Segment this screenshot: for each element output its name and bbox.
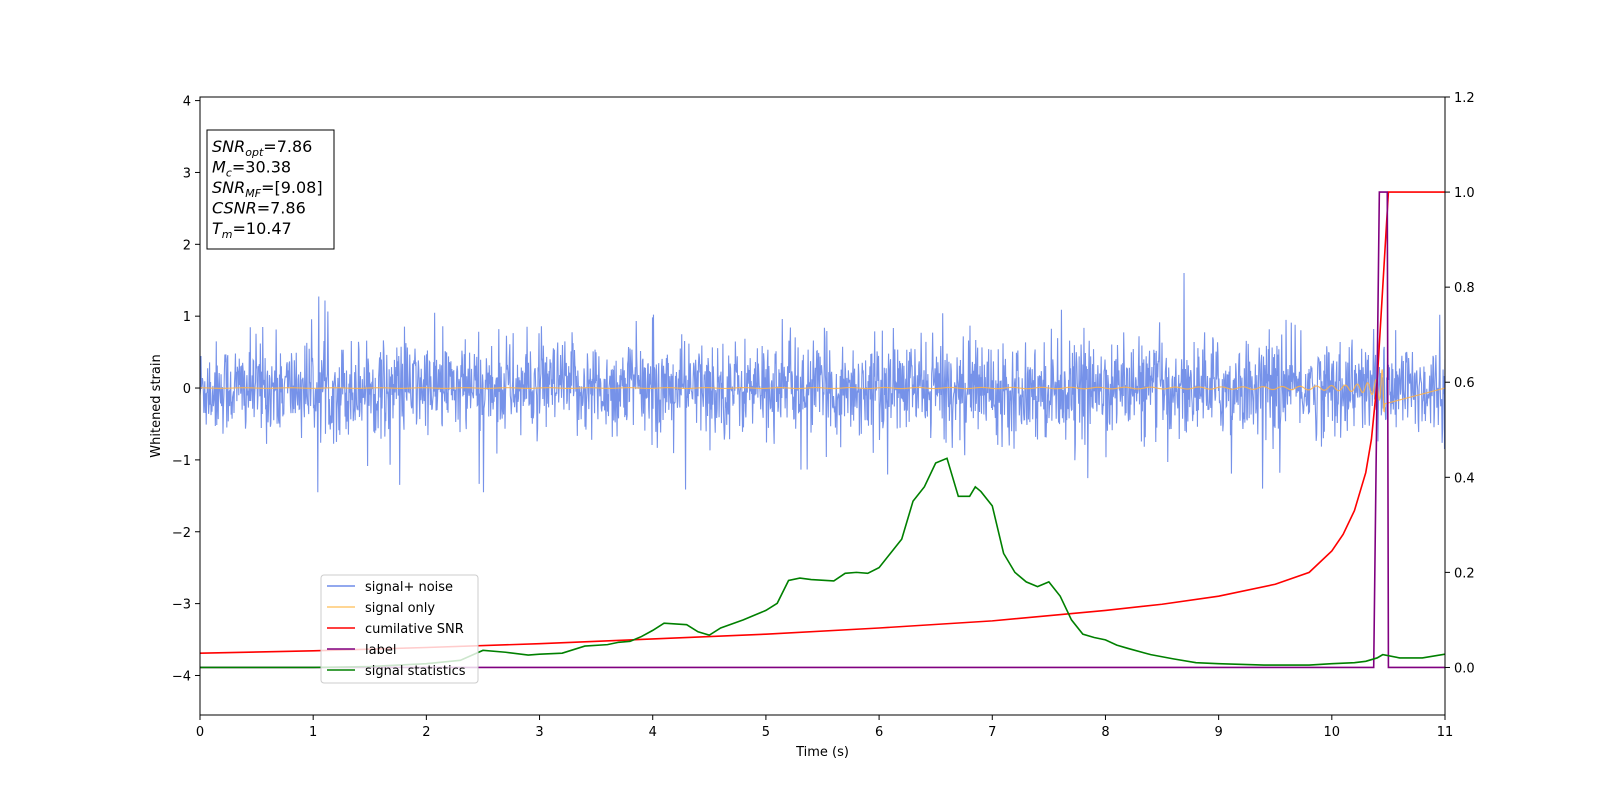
x-tick-label: 11 xyxy=(1437,725,1454,740)
x-tick-label: 0 xyxy=(196,725,204,740)
x-tick-label: 3 xyxy=(535,725,543,740)
series-signal-noise xyxy=(200,273,1445,493)
series-signal-statistics xyxy=(200,457,1445,669)
y-right-tick-label: 1.2 xyxy=(1454,91,1475,106)
x-tick-label: 7 xyxy=(988,725,996,740)
y-right-tick-label: 0.8 xyxy=(1454,281,1475,296)
y-left-tick-label: 3 xyxy=(183,166,191,181)
x-tick-label: 4 xyxy=(649,725,657,740)
y-axis-label: Whitened strain xyxy=(149,354,164,457)
info-row: Tm=10.47 xyxy=(212,219,292,241)
y-right-tick-label: 1.0 xyxy=(1454,186,1475,201)
plot-frame xyxy=(199,96,1446,716)
legend-frame xyxy=(320,574,479,684)
ticks-layer: 0 1 2 3 4 5 6 7 8 9 10 1143210−1−2−3−41.21.00.80.60… xyxy=(172,91,1475,740)
y-left-tick-label: 2 xyxy=(183,238,191,253)
x-tick-label: 5 xyxy=(762,725,770,740)
x-tick-label: 9 xyxy=(1214,725,1222,740)
legend-label: signal statistics xyxy=(365,664,466,679)
legend-label: signal+ noise xyxy=(365,580,453,595)
y-right-tick-label: 0.6 xyxy=(1454,376,1475,391)
x-tick-label: 6 xyxy=(875,725,883,740)
info-row: CSNR=7.86 xyxy=(212,199,306,218)
legend-label: signal only xyxy=(365,601,435,616)
y-right-tick-label: 0.4 xyxy=(1454,471,1475,486)
legend-label: label xyxy=(365,643,396,658)
y-right-tick-label: 0.0 xyxy=(1454,661,1475,676)
info-row: Mc=30.38 xyxy=(212,158,291,180)
legend-label: cumilative SNR xyxy=(365,622,464,637)
series-cumilative-snr xyxy=(200,191,1445,654)
y-left-tick-label: 4 xyxy=(183,95,191,110)
y-left-tick-label: −1 xyxy=(172,454,191,469)
y-left-tick-label: 1 xyxy=(183,310,191,325)
info-row: SNRopt=7.86 xyxy=(212,137,312,159)
y-left-tick-label: −3 xyxy=(172,598,191,613)
x-tick-label: 1 xyxy=(309,725,317,740)
y-left-tick-label: 0 xyxy=(183,382,191,397)
x-tick-label: 2 xyxy=(422,725,430,740)
info-row: SNRMF=[9.08] xyxy=(212,178,323,200)
info-box-frame xyxy=(206,129,335,250)
series-signal-only xyxy=(200,369,1445,413)
x-tick-label: 10 xyxy=(1324,725,1341,740)
x-tick-label: 8 xyxy=(1101,725,1109,740)
y-left-tick-label: −4 xyxy=(172,669,191,684)
info-box: SNRopt=7.86Mc=30.38SNRMF=[9.08]CSNR=7.86… xyxy=(206,129,335,250)
y-left-tick-label: −2 xyxy=(172,526,191,541)
series-layer xyxy=(200,191,1445,669)
legend: signal+ noise signal only cumilative SNR la… xyxy=(320,574,479,684)
y-right-tick-label: 0.2 xyxy=(1454,566,1475,581)
x-axis-label: Time (s) xyxy=(795,745,849,760)
series-label xyxy=(200,191,1445,669)
